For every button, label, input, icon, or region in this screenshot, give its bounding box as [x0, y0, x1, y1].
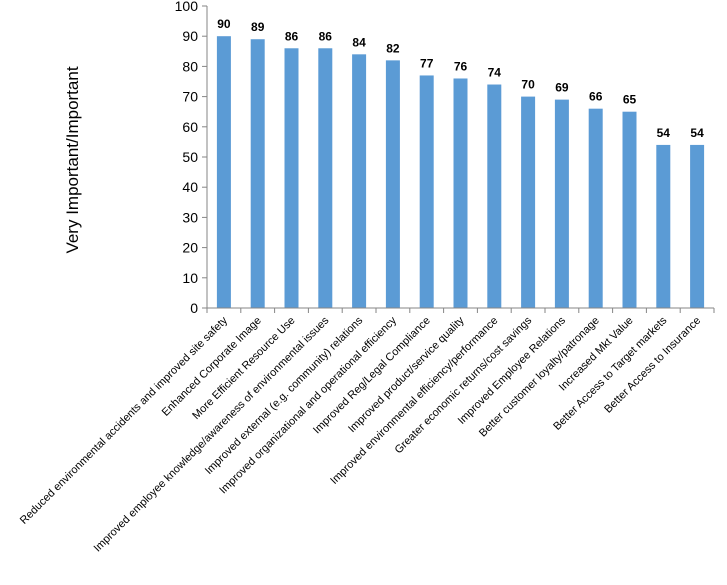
bar — [453, 78, 468, 308]
y-tick-label: 60 — [182, 119, 198, 135]
bar — [352, 54, 367, 308]
data-labels: 90 89 86 86 84 82 77 76 74 70 69 66 65 54 54 — [217, 17, 704, 140]
bar — [554, 99, 569, 309]
bar — [419, 75, 434, 309]
y-axis-ticks: 0 10 20 30 40 50 60 70 80 90 100 — [175, 0, 207, 316]
bar — [216, 36, 231, 308]
y-tick-label: 80 — [182, 58, 198, 74]
data-label: 54 — [657, 126, 671, 140]
bar — [690, 144, 705, 308]
data-label: 90 — [217, 17, 231, 31]
data-label: 82 — [386, 41, 400, 55]
y-tick-label: 100 — [175, 0, 199, 14]
y-tick-label: 10 — [182, 270, 198, 286]
y-tick-label: 50 — [182, 149, 198, 165]
data-label: 77 — [420, 56, 434, 70]
category-label: Improved employee knowledge/awareness of… — [92, 314, 332, 554]
data-label: 54 — [690, 126, 704, 140]
bar — [656, 144, 671, 308]
y-axis-title: Very Important/Important — [63, 66, 82, 253]
data-label: 84 — [352, 35, 366, 49]
category-label: Better customer loyalty/patronage — [477, 315, 602, 440]
data-label: 89 — [251, 20, 265, 34]
category-label: Improved external (e.g. community) relat… — [203, 314, 366, 477]
y-tick-label: 30 — [182, 209, 198, 225]
bar — [521, 96, 536, 308]
data-label: 65 — [623, 93, 637, 107]
data-label: 74 — [488, 66, 502, 80]
y-tick-label: 90 — [182, 28, 198, 44]
bar — [385, 60, 400, 308]
data-label: 66 — [589, 90, 603, 104]
bar — [588, 108, 603, 309]
y-tick-label: 70 — [182, 89, 198, 105]
bar — [622, 111, 637, 308]
category-labels: Reduced environmental accidents and impr… — [18, 314, 703, 554]
y-tick-label: 20 — [182, 240, 198, 256]
data-label: 86 — [319, 29, 333, 43]
y-tick-label: 0 — [190, 300, 198, 316]
data-label: 69 — [555, 81, 569, 95]
bar — [284, 48, 299, 308]
bar-series — [216, 36, 705, 309]
y-tick-label: 40 — [182, 179, 198, 195]
bar — [250, 39, 265, 308]
axes — [206, 6, 715, 313]
data-label: 76 — [454, 59, 468, 73]
bar — [487, 84, 502, 309]
data-label: 70 — [521, 78, 535, 92]
data-label: 86 — [285, 29, 299, 43]
bar — [318, 48, 333, 308]
